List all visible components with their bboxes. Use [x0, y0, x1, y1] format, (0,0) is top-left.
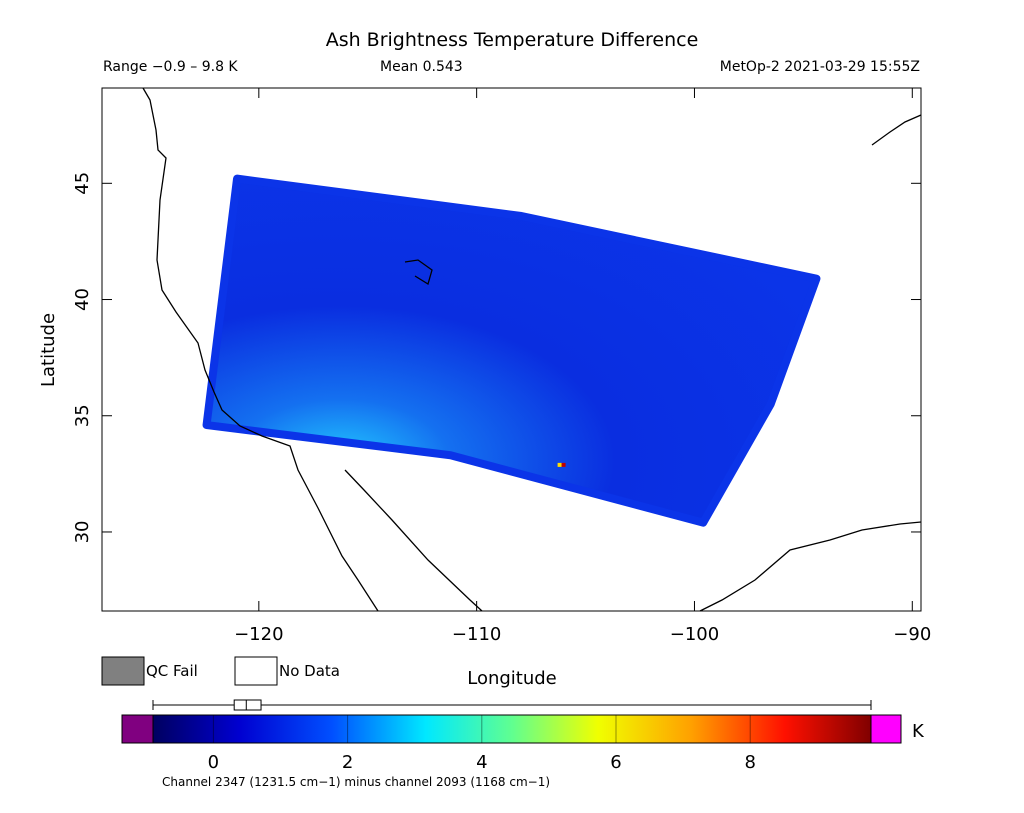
y-tick-label: 45: [72, 172, 93, 195]
colorbar-under: [121, 714, 154, 744]
map: [202, 174, 821, 527]
colorbar: [152, 714, 872, 744]
colorbar-unit: K: [912, 721, 925, 742]
x-tick-label: −90: [893, 624, 931, 645]
legend-label: QC Fail: [146, 662, 198, 680]
hot-pixel: [557, 462, 562, 467]
coastline: [142, 87, 922, 612]
box: [233, 699, 262, 711]
y-tick-label: 40: [72, 288, 93, 311]
plot-frame: [101, 87, 922, 612]
legend-swatch: [101, 656, 145, 686]
x-axis-label: Longitude: [467, 668, 557, 689]
legend-swatch: [234, 656, 278, 686]
subtitle: Mean 0.543: [380, 59, 463, 75]
swath: [202, 174, 821, 527]
colorbar-tick-label: 4: [476, 752, 487, 773]
colorbar-over: [870, 714, 902, 744]
y-axis-label: Latitude: [38, 313, 59, 387]
colorbar-tick-label: 6: [610, 752, 621, 773]
hot-pixel: [561, 462, 566, 467]
title: Ash Brightness Temperature Difference: [326, 29, 699, 51]
x-tick-label: −110: [452, 624, 501, 645]
x-tick-label: −120: [234, 624, 283, 645]
legend-label: No Data: [279, 662, 340, 680]
y-tick-label: 35: [72, 404, 93, 427]
subtitle: Range −0.9 – 9.8 K: [103, 59, 238, 75]
y-tick-label: 30: [72, 521, 93, 544]
colorbar-tick-label: 0: [208, 752, 219, 773]
subtitle: MetOp-2 2021-03-29 15:55Z: [720, 59, 920, 75]
colorbar-tick-label: 2: [342, 752, 353, 773]
colorbar-tick-label: 8: [744, 752, 755, 773]
x-tick-label: −100: [670, 624, 719, 645]
footnote: Channel 2347 (1231.5 cm−1) minus channel…: [162, 775, 550, 789]
